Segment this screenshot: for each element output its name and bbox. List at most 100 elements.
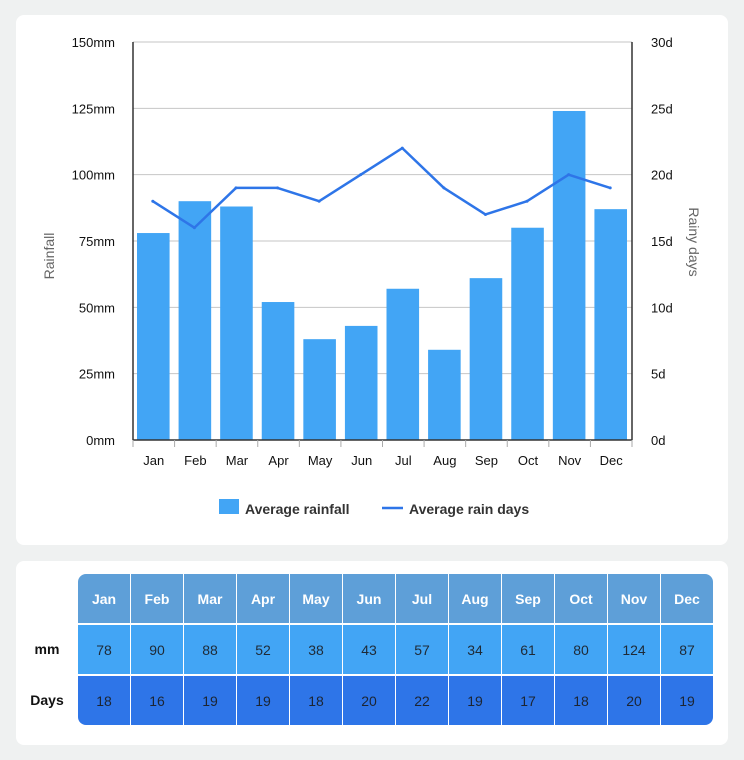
x-tick-label: Nov xyxy=(558,453,582,468)
x-tick-label: Jul xyxy=(395,453,412,468)
rainfall-row: mm 78 90 88 52 38 43 57 34 61 80 124 87 xyxy=(16,623,713,674)
y2-tick-label: 15d xyxy=(651,234,673,249)
left-axis-ticks: 0mm 25mm 50mm 75mm 100mm 125mm 150mm xyxy=(72,35,115,448)
rain-days-point-jan[interactable] xyxy=(151,199,155,203)
rainfall-cell: 57 xyxy=(395,623,448,674)
x-tick-label: Jun xyxy=(351,453,372,468)
rain-days-cell: 20 xyxy=(342,674,395,725)
grid-lines xyxy=(133,41,632,375)
rain-days-cell: 19 xyxy=(448,674,501,725)
rainfall-cell: 38 xyxy=(289,623,342,674)
bar-apr[interactable] xyxy=(261,302,295,440)
rain-days-point-oct[interactable] xyxy=(525,199,529,203)
y-tick-label: 75mm xyxy=(79,234,115,249)
rainfall-bars xyxy=(137,110,627,440)
rainfall-cell: 80 xyxy=(554,623,607,674)
table-corner xyxy=(16,574,78,623)
x-tick-label: Aug xyxy=(433,453,456,468)
rainfall-cell: 124 xyxy=(607,623,660,674)
table-month-header: Jun xyxy=(342,574,395,623)
table-month-header: Mar xyxy=(183,574,236,623)
y2-tick-label: 25d xyxy=(651,101,673,116)
rain-days-cell: 19 xyxy=(236,674,289,725)
bar-mar[interactable] xyxy=(220,206,253,440)
table-month-header: Nov xyxy=(607,574,660,623)
legend[interactable]: Average rainfall Average rain days xyxy=(219,499,529,517)
rain-days-cell: 18 xyxy=(289,674,342,725)
rainfall-cell: 78 xyxy=(78,623,130,674)
rain-days-point-jul[interactable] xyxy=(400,146,404,150)
x-tick-label: Sep xyxy=(475,453,498,468)
table-month-header: Jan xyxy=(78,574,130,623)
x-tick-label: Apr xyxy=(268,453,289,468)
rainfall-row-label: mm xyxy=(34,640,60,657)
rain-days-point-sep[interactable] xyxy=(483,212,487,216)
bar-feb[interactable] xyxy=(178,201,212,440)
y2-tick-label: 10d xyxy=(651,300,673,315)
bar-nov[interactable] xyxy=(552,110,586,440)
bar-may[interactable] xyxy=(303,339,336,440)
y-tick-label: 100mm xyxy=(72,168,115,183)
chart-card: 0mm 25mm 50mm 75mm 100mm 125mm 150mm 0d 5d 10d 15… xyxy=(16,15,728,545)
rain-days-cell: 19 xyxy=(183,674,236,725)
x-tick-label: Feb xyxy=(184,453,206,468)
rain-days-point-feb[interactable] xyxy=(192,226,196,230)
x-tick-label: Dec xyxy=(600,453,624,468)
rain-days-point-jun[interactable] xyxy=(359,173,363,177)
bar-jun[interactable] xyxy=(344,325,378,440)
x-tick-label: Mar xyxy=(226,453,249,468)
y-tick-label: 25mm xyxy=(79,367,115,382)
y-tick-label: 125mm xyxy=(72,101,115,116)
rainfall-cell: 52 xyxy=(236,623,289,674)
y-axis-title: Rainfall xyxy=(41,233,57,280)
table-month-header: Aug xyxy=(448,574,501,623)
rainfall-cell: 88 xyxy=(183,623,236,674)
climate-table: Jan Feb Mar Apr May Jun Jul Aug Sep Oct Nov Dec mm … xyxy=(16,574,713,725)
bar-aug[interactable] xyxy=(428,349,461,440)
bar-jan[interactable] xyxy=(137,233,170,440)
y2-axis-title: Rainy days xyxy=(686,207,702,276)
rain-days-point-nov[interactable] xyxy=(567,173,571,177)
rain-days-point-mar[interactable] xyxy=(234,186,238,190)
table-month-header: Jul xyxy=(395,574,448,623)
table-month-header: May xyxy=(289,574,342,623)
y-tick-label: 150mm xyxy=(72,35,115,50)
rain-days-point-aug[interactable] xyxy=(442,186,446,190)
rainfall-cell: 90 xyxy=(130,623,183,674)
rain-days-cell: 17 xyxy=(501,674,554,725)
bar-sep[interactable] xyxy=(469,278,503,440)
climate-table-card: Jan Feb Mar Apr May Jun Jul Aug Sep Oct Nov Dec mm … xyxy=(16,561,728,745)
y-tick-label: 50mm xyxy=(79,300,115,315)
rain-days-cell: 19 xyxy=(660,674,713,725)
y2-tick-label: 30d xyxy=(651,35,673,50)
rainfall-cell: 43 xyxy=(342,623,395,674)
x-tick-label: Jan xyxy=(143,453,164,468)
rainfall-cell: 61 xyxy=(501,623,554,674)
rain-days-point-may[interactable] xyxy=(317,199,321,203)
rainfall-cell: 87 xyxy=(660,623,713,674)
x-axis-ticks: Jan Feb Mar Apr May Jun Jul Aug Sep Oct Nov Dec xyxy=(143,453,623,468)
rain-days-cell: 22 xyxy=(395,674,448,725)
x-tick-label: May xyxy=(308,453,333,468)
rain-days-point-apr[interactable] xyxy=(276,186,280,190)
rain-days-line xyxy=(151,146,612,230)
bar-jul[interactable] xyxy=(386,288,420,440)
rain-days-row: Days 18 16 19 19 18 20 22 19 17 18 20 19 xyxy=(16,674,713,725)
y-tick-label: 0mm xyxy=(86,433,115,448)
rainfall-cell: 34 xyxy=(448,623,501,674)
bar-oct[interactable] xyxy=(511,227,544,440)
rain-days-cell: 20 xyxy=(607,674,660,725)
table-month-header: Oct xyxy=(554,574,607,623)
table-month-header: Dec xyxy=(660,574,713,623)
table-header-row: Jan Feb Mar Apr May Jun Jul Aug Sep Oct Nov Dec xyxy=(16,574,713,623)
table-month-header: Sep xyxy=(501,574,554,623)
table-month-header: Apr xyxy=(236,574,289,623)
rain-days-cell: 18 xyxy=(78,674,130,725)
rain-days-row-label: Days xyxy=(30,691,64,708)
rain-days-cell: 16 xyxy=(130,674,183,725)
bar-dec[interactable] xyxy=(594,209,627,440)
x-tick-label: Oct xyxy=(518,453,539,468)
rain-days-point-dec[interactable] xyxy=(608,186,612,190)
rain-days-series-line[interactable] xyxy=(152,146,611,229)
rainfall-chart: 0mm 25mm 50mm 75mm 100mm 125mm 150mm 0d 5d 10d 15… xyxy=(41,35,702,517)
